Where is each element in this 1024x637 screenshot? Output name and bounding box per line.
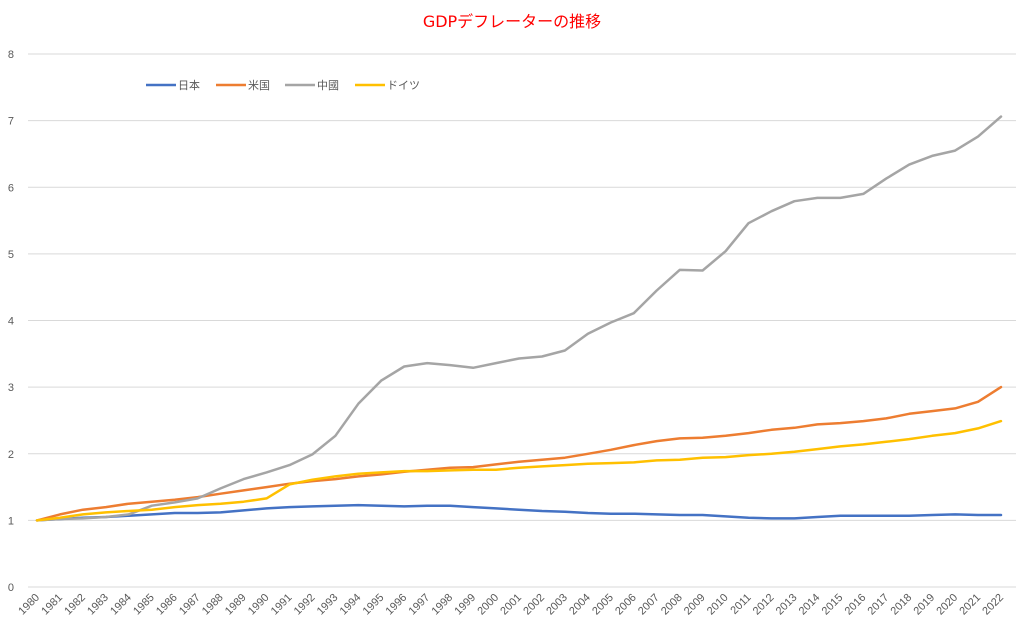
x-tick-label: 2007 <box>636 592 662 618</box>
y-axis-ticks: 0 1 2 3 4 5 6 7 8 <box>8 49 14 594</box>
x-tick-label: 2018 <box>889 592 915 618</box>
x-tick-label: 2021 <box>957 592 983 618</box>
y-tick-label: 3 <box>8 382 14 394</box>
legend-label: 中國 <box>317 79 339 92</box>
x-tick-label: 1992 <box>292 592 318 618</box>
legend-item: 中國 <box>285 79 339 92</box>
x-tick-label: 2005 <box>590 592 616 618</box>
series-line-0 <box>35 503 1003 522</box>
x-tick-label: 2010 <box>705 592 731 618</box>
x-tick-label: 1999 <box>452 592 478 618</box>
x-tick-label: 1995 <box>361 592 387 618</box>
y-tick-label: 8 <box>8 49 14 61</box>
x-tick-label: 1996 <box>384 592 410 618</box>
x-tick-label: 2004 <box>567 592 593 618</box>
x-tick-label: 1984 <box>108 592 134 618</box>
series-line-3 <box>35 419 1003 522</box>
y-tick-label: 1 <box>8 515 14 527</box>
x-tick-label: 1989 <box>223 592 249 618</box>
y-tick-label: 6 <box>8 182 14 194</box>
legend-label: ドイツ <box>387 79 420 92</box>
x-tick-label: 2016 <box>843 592 869 618</box>
x-tick-label: 2012 <box>751 592 777 618</box>
y-tick-label: 2 <box>8 449 14 461</box>
x-tick-label: 2011 <box>728 592 753 617</box>
chart-title: GDPデフレーターの推移 <box>423 12 601 31</box>
x-tick-label: 1983 <box>85 592 111 618</box>
x-axis-ticks: 1980198119821983198419851986198719881989… <box>16 592 1006 618</box>
x-tick-label: 1993 <box>315 592 341 618</box>
legend-item: 日本 <box>146 78 200 92</box>
legend-label: 米国 <box>248 79 270 92</box>
x-tick-label: 2019 <box>911 592 937 618</box>
gridlines <box>28 53 1016 588</box>
y-tick-label: 7 <box>8 116 14 128</box>
x-tick-label: 2009 <box>682 592 708 618</box>
y-tick-label: 5 <box>8 249 14 261</box>
legend-label: 日本 <box>178 78 200 92</box>
y-tick-label: 4 <box>8 316 14 328</box>
x-tick-label: 2000 <box>475 592 501 618</box>
x-tick-label: 2006 <box>613 592 639 618</box>
x-tick-label: 1994 <box>338 592 364 618</box>
x-tick-label: 1986 <box>154 592 180 618</box>
x-tick-label: 2015 <box>820 592 846 618</box>
series-line-2 <box>35 115 1003 522</box>
x-tick-label: 2001 <box>498 592 524 618</box>
legend-item: ドイツ <box>355 79 420 92</box>
x-tick-label: 2008 <box>659 592 685 618</box>
legend: 日本 米国 中國 ドイツ <box>146 78 420 92</box>
x-tick-label: 2014 <box>797 592 823 618</box>
x-tick-label: 2020 <box>934 592 960 618</box>
legend-item: 米国 <box>216 79 270 92</box>
x-tick-label: 2002 <box>521 592 547 618</box>
x-tick-label: 1981 <box>39 592 65 618</box>
series-lines <box>35 115 1003 522</box>
x-tick-label: 2017 <box>866 592 892 618</box>
x-tick-label: 2013 <box>774 592 800 618</box>
x-tick-label: 1985 <box>131 592 157 618</box>
x-tick-label: 1988 <box>200 592 226 618</box>
x-tick-label: 1991 <box>269 592 295 618</box>
x-tick-label: 1990 <box>246 592 272 618</box>
x-tick-label: 1980 <box>16 592 42 618</box>
x-tick-label: 1987 <box>177 592 203 618</box>
x-tick-label: 2003 <box>544 592 570 618</box>
x-tick-label: 1997 <box>407 592 433 618</box>
x-tick-label: 2022 <box>980 592 1006 618</box>
x-tick-label: 1982 <box>62 592 88 618</box>
x-tick-label: 1998 <box>429 592 455 618</box>
y-tick-label: 0 <box>8 582 14 594</box>
